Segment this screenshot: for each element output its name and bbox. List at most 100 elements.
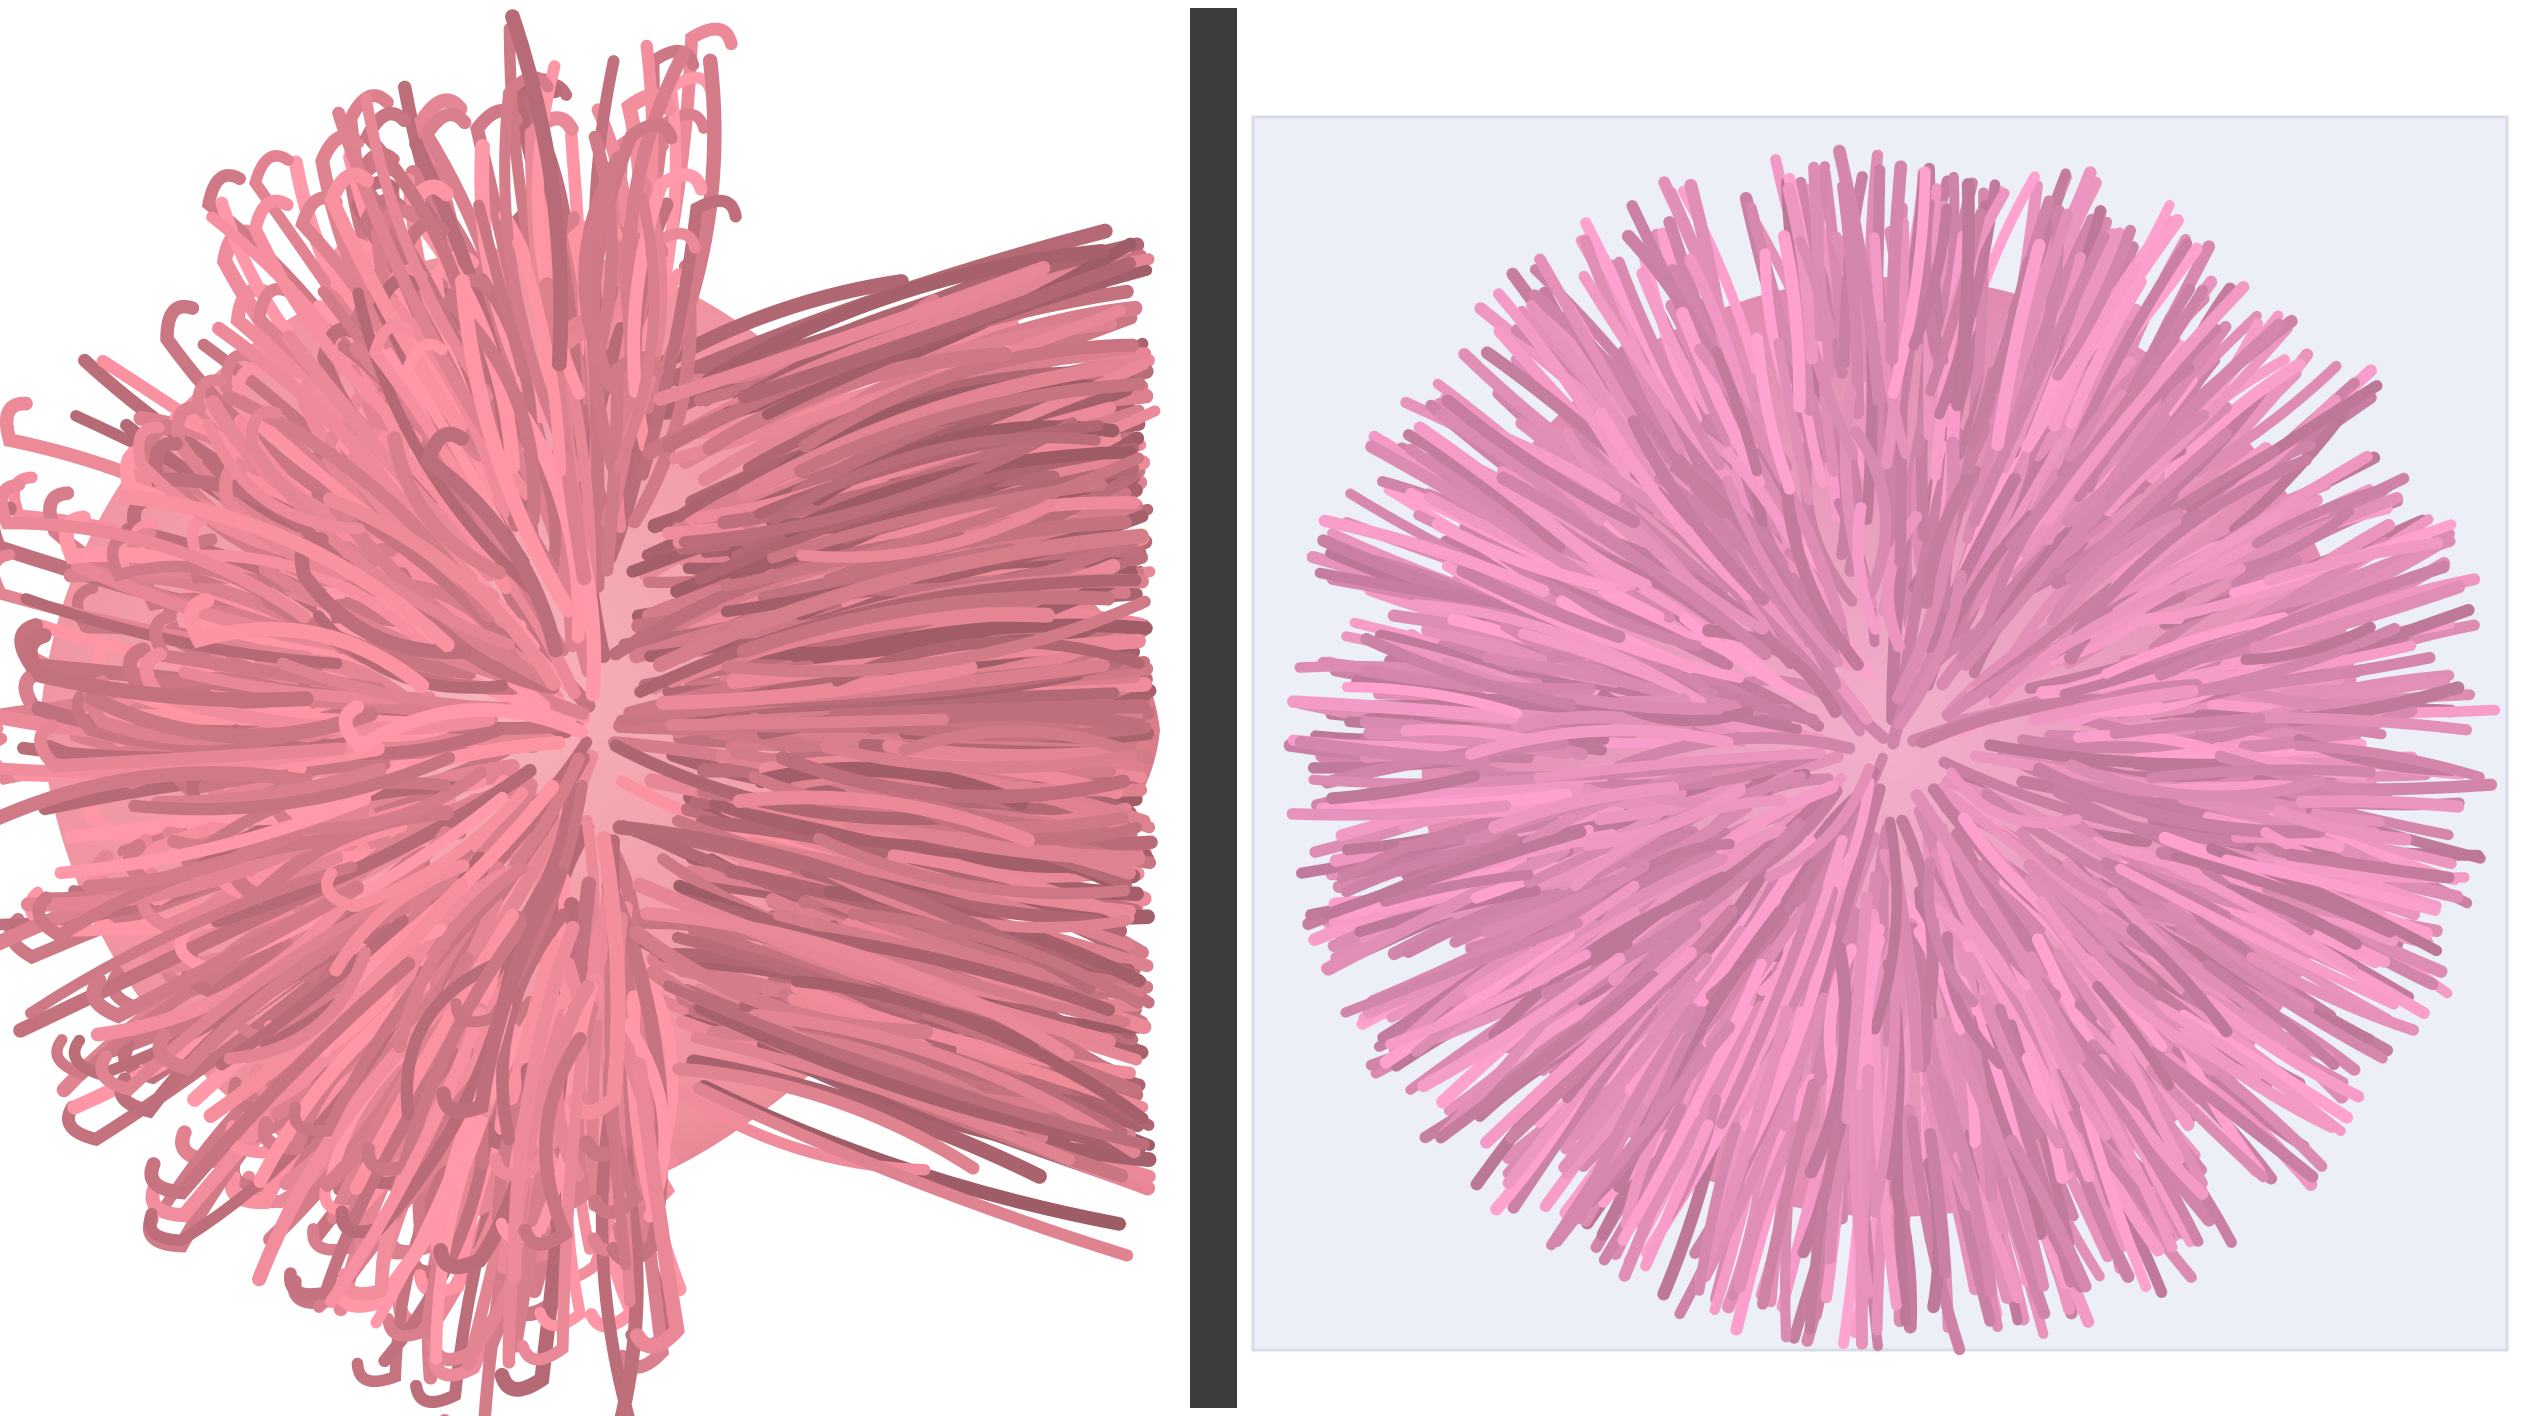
- fiber-strand: [1969, 230, 2110, 528]
- fiber-strand: [203, 877, 469, 1123]
- fiber-strand: [1722, 475, 1844, 668]
- fiber-strand: [720, 452, 1145, 592]
- fiber-strand: [25, 861, 358, 1019]
- fiber-strand: [2032, 762, 2326, 839]
- fiber-strand: [1621, 229, 1723, 372]
- fiber-strand: [1598, 1103, 1687, 1266]
- fiber-strand: [820, 741, 1138, 774]
- fiber-strand: [212, 321, 413, 514]
- fiber-strand: [2144, 323, 2293, 480]
- fiber-strand: [1617, 958, 1767, 1246]
- fiber-strand: [2073, 729, 2229, 759]
- fiber-strand: [152, 900, 411, 1076]
- fiber-strand: [665, 713, 950, 731]
- fiber-strand: [721, 595, 1151, 678]
- fiber-strand: [2097, 911, 2287, 1029]
- fiber-strand: [652, 528, 1149, 673]
- fiber-strand: [847, 908, 1145, 1009]
- fiber-strand: [1946, 767, 2083, 829]
- fiber-strand: [678, 417, 1078, 549]
- fiber-strand: [1795, 235, 1835, 379]
- fiber-strand: [1885, 160, 1908, 366]
- fiber-strand: [2272, 805, 2412, 846]
- fiber-strand: [2110, 1027, 2185, 1166]
- fiber-strand: [737, 357, 1145, 501]
- fiber-strand: [1800, 430, 1858, 607]
- fiber-strand: [1321, 843, 1570, 976]
- fiber-strand: [2240, 621, 2376, 666]
- fiber-strand: [1910, 789, 2086, 1065]
- left-fibers: [0, 9, 1161, 1416]
- fiber-strand: [1922, 472, 2021, 654]
- fiber-strand: [1287, 695, 1519, 724]
- divider-bar: [1190, 8, 1237, 1408]
- fiber-strand: [387, 431, 507, 580]
- fiber-strand: [1951, 178, 1975, 412]
- fiber-strand: [2005, 1134, 2092, 1293]
- fiber-strand: [2071, 1044, 2204, 1247]
- fiber-strand: [604, 962, 632, 1271]
- fiber-strand: [1560, 689, 1725, 715]
- fiber-strand: [1551, 1021, 1736, 1248]
- fiber-strand: [2191, 360, 2342, 478]
- fiber-strand: [1981, 788, 2172, 904]
- fiber-strand: [245, 406, 515, 651]
- fiber-strand: [2221, 854, 2441, 916]
- fiber-strand: [496, 908, 570, 1146]
- fiber-strand: [1963, 939, 2095, 1183]
- fiber-strand: [338, 699, 589, 756]
- fiber-strand: [811, 618, 1153, 665]
- fiber-strand: [1336, 812, 1514, 884]
- fiber-strand: [1431, 518, 1617, 594]
- fiber-strand: [1385, 949, 1592, 1050]
- fiber-strand: [1925, 207, 1986, 397]
- fiber-strand: [737, 256, 1136, 404]
- fiber-strand: [2246, 951, 2419, 1036]
- fiber-strand: [1488, 876, 1737, 1042]
- fiber-strand: [2167, 861, 2359, 975]
- fiber-strand: [1488, 781, 1680, 834]
- fiber-strand: [1417, 952, 1626, 1093]
- fiber-strand: [2174, 922, 2388, 1064]
- fiber-strand: [1804, 940, 1853, 1179]
- fiber-strand: [183, 593, 430, 693]
- fiber-strand: [1463, 880, 1640, 998]
- fiber-strand: [768, 432, 1101, 526]
- fiber-strand: [1526, 300, 1654, 480]
- fiber-strand: [2146, 1046, 2319, 1183]
- fiber-strand: [2202, 995, 2365, 1103]
- fiber-strand: [1612, 732, 1856, 773]
- fiber-strand: [2284, 848, 2455, 884]
- fiber-strand: [2228, 406, 2350, 535]
- fiber-strand: [0, 723, 355, 778]
- fiber-strand: [117, 488, 455, 653]
- fiber-strand: [1496, 471, 1772, 661]
- fiber-strand: [748, 1008, 1141, 1159]
- fiber-strand: [1780, 478, 1864, 671]
- fiber-strand: [1449, 853, 1632, 948]
- fiber-strand: [2046, 508, 2184, 627]
- fiber-strand: [1570, 794, 1787, 892]
- fiber-strand: [82, 819, 315, 893]
- fiber-strand: [2115, 863, 2399, 1010]
- fiber-strand: [2258, 712, 2473, 736]
- fiber-strand: [798, 338, 1140, 453]
- fiber-strand: [1920, 473, 1974, 609]
- fiber-strand: [0, 478, 311, 624]
- fiber-strand: [86, 880, 364, 1024]
- fiber-strand: [210, 763, 537, 928]
- fiber-strand: [790, 975, 1149, 1125]
- fiber-strand: [1640, 1119, 1714, 1272]
- fiber-strand: [22, 628, 314, 708]
- fiber-strand: [1702, 624, 1842, 718]
- fiber-strand: [1849, 1089, 1874, 1299]
- fiber-strand: [1494, 430, 1621, 504]
- fiber-strand: [1435, 970, 1659, 1144]
- fiber-strand: [1923, 857, 1979, 1008]
- fiber-strand: [1841, 891, 1873, 1125]
- fiber-strand: [2163, 358, 2306, 482]
- fiber-strand: [1881, 510, 1923, 653]
- fiber-strand: [2126, 923, 2233, 1038]
